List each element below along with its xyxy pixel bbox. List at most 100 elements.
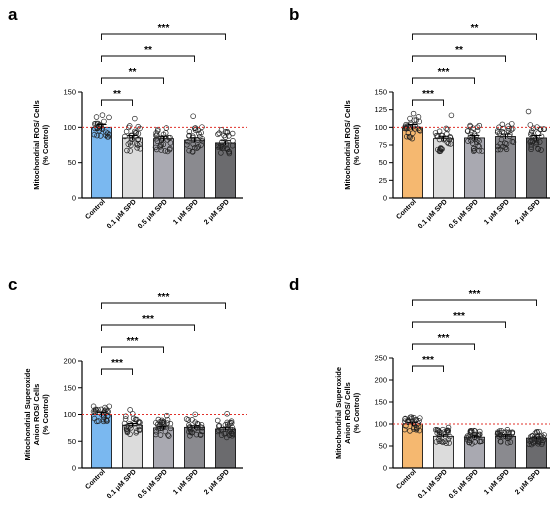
chart-panel-c: c Mitochondrial Superoxide Anion ROS/ Cell… bbox=[8, 275, 247, 500]
data-point bbox=[137, 419, 143, 426]
data-point bbox=[474, 127, 481, 134]
data-point bbox=[500, 125, 506, 132]
data-point bbox=[126, 123, 133, 129]
chart-panel-d: d Mitochondrial Superoxide Anion ROS/ Cell… bbox=[289, 275, 550, 500]
data-point bbox=[153, 146, 160, 153]
data-point bbox=[438, 438, 445, 445]
data-point bbox=[538, 147, 544, 153]
y-tick-label: 25 bbox=[379, 176, 387, 185]
data-point bbox=[105, 134, 112, 140]
data-point bbox=[123, 413, 129, 420]
data-point bbox=[467, 123, 473, 130]
significance-label: ** bbox=[144, 45, 152, 56]
data-point bbox=[444, 427, 451, 434]
data-point bbox=[186, 147, 192, 154]
data-point bbox=[527, 139, 533, 145]
data-point bbox=[196, 130, 202, 137]
data-point bbox=[190, 141, 196, 147]
data-point bbox=[223, 434, 230, 441]
data-point bbox=[525, 108, 532, 115]
data-point bbox=[402, 426, 408, 433]
x-tick-label: Control bbox=[84, 468, 107, 491]
y-tick-label: 50 bbox=[379, 158, 387, 167]
x-tick-label: 1 μM SPD bbox=[483, 198, 511, 226]
data-point bbox=[526, 441, 532, 447]
x-tick-label: 2 μM SPD bbox=[514, 468, 542, 496]
data-point bbox=[100, 416, 107, 423]
data-point bbox=[153, 429, 159, 435]
data-point bbox=[504, 440, 511, 446]
data-point bbox=[217, 144, 223, 150]
data-point bbox=[470, 125, 476, 131]
data-point bbox=[106, 403, 112, 410]
significance-label: ** bbox=[113, 89, 121, 100]
data-point bbox=[95, 418, 102, 424]
data-point bbox=[446, 440, 452, 446]
data-point bbox=[167, 134, 173, 141]
data-point bbox=[102, 407, 108, 414]
data-point bbox=[409, 415, 415, 422]
data-point bbox=[137, 146, 144, 152]
data-point bbox=[215, 427, 222, 433]
panel-letter: b bbox=[289, 5, 299, 24]
x-tick-label: 2 μM SPD bbox=[514, 198, 542, 226]
significance-bracket bbox=[101, 324, 195, 331]
y-axis-title-line: Anion ROS/ Cells bbox=[32, 384, 41, 446]
data-point bbox=[167, 140, 174, 146]
y-axis-title-line: Mitochondrial Superoxide bbox=[23, 368, 32, 460]
y-axis-title-line: (% Control) bbox=[41, 394, 50, 435]
y-tick-label: 100 bbox=[63, 410, 76, 419]
data-point bbox=[476, 138, 482, 144]
data-point bbox=[132, 129, 139, 136]
significance-bracket bbox=[412, 99, 444, 106]
data-point bbox=[448, 112, 455, 119]
data-point bbox=[495, 146, 501, 153]
data-point bbox=[467, 131, 474, 138]
y-tick-label: 75 bbox=[379, 141, 387, 150]
data-point bbox=[184, 142, 190, 148]
data-point bbox=[189, 149, 196, 155]
data-point bbox=[476, 143, 482, 150]
data-point bbox=[410, 110, 417, 117]
significance-label: *** bbox=[158, 292, 170, 303]
data-point bbox=[128, 422, 134, 428]
data-point bbox=[498, 136, 505, 143]
data-point bbox=[530, 125, 537, 132]
data-point bbox=[198, 422, 205, 428]
data-point bbox=[193, 431, 200, 438]
data-point bbox=[92, 125, 98, 132]
data-point bbox=[122, 416, 129, 422]
data-point bbox=[538, 133, 545, 140]
data-point bbox=[535, 146, 541, 152]
data-point bbox=[157, 432, 164, 438]
data-point bbox=[476, 147, 482, 154]
data-point bbox=[105, 412, 111, 419]
y-tick-label: 50 bbox=[68, 158, 76, 167]
data-point bbox=[444, 428, 450, 434]
y-tick-label: 100 bbox=[63, 123, 76, 132]
significance-label: *** bbox=[142, 314, 154, 325]
data-point bbox=[214, 417, 221, 424]
data-point bbox=[162, 428, 169, 435]
significance-label: *** bbox=[158, 23, 170, 34]
data-point bbox=[528, 131, 534, 138]
significance-label: ** bbox=[455, 45, 463, 56]
data-point bbox=[198, 142, 204, 148]
chart-panel-b: b Mitochondrial ROS/ Cells (% Control) 0 25 5… bbox=[289, 5, 550, 230]
data-point bbox=[198, 424, 204, 430]
data-point bbox=[479, 148, 485, 154]
significance-label: *** bbox=[422, 89, 434, 100]
data-point bbox=[160, 420, 167, 426]
x-tick-label: 0.1 μM SPD bbox=[417, 468, 449, 500]
data-point bbox=[472, 431, 479, 438]
y-tick-label: 125 bbox=[374, 105, 387, 114]
data-point bbox=[476, 122, 483, 129]
data-point bbox=[439, 146, 445, 152]
data-point bbox=[532, 438, 538, 445]
x-tick-label: 2 μM SPD bbox=[203, 198, 231, 226]
data-point bbox=[535, 130, 541, 136]
data-point bbox=[137, 125, 143, 132]
data-point bbox=[197, 133, 203, 140]
data-point bbox=[127, 148, 134, 154]
data-point bbox=[473, 139, 480, 145]
